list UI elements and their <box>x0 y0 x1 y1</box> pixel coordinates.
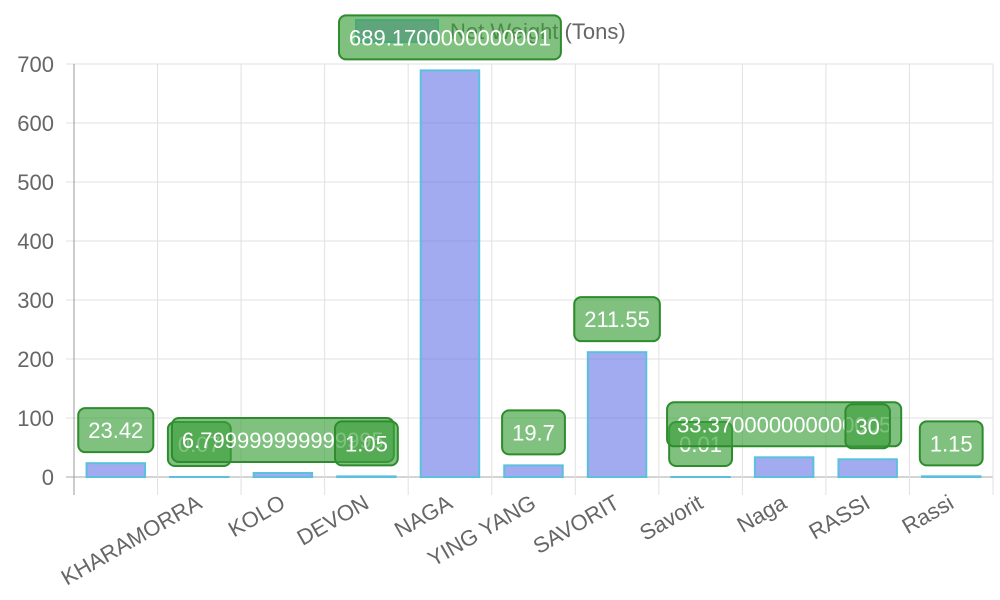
y-tick-label: 200 <box>17 347 54 372</box>
y-tick-label: 600 <box>17 111 54 136</box>
y-tick-label: 300 <box>17 288 54 313</box>
data-label-box <box>918 420 984 467</box>
x-tick-label: NAGA <box>390 490 457 543</box>
x-tick-label: Savorit <box>635 490 707 546</box>
data-label-box <box>844 403 891 450</box>
data-label: 30 <box>855 414 879 439</box>
bar <box>336 475 397 478</box>
data-label-box <box>333 420 399 467</box>
data-label: 1.15 <box>930 431 973 456</box>
y-tick-label: 400 <box>17 229 54 254</box>
y-tick-label: 700 <box>17 52 54 77</box>
bar <box>753 456 815 479</box>
data-label-box <box>338 14 562 61</box>
data-label-box <box>77 407 155 454</box>
x-tick-label: DEVON <box>293 490 373 551</box>
bar <box>85 462 147 478</box>
x-tick-label: KOLO <box>224 490 289 542</box>
data-label: 689.1700000000001 <box>349 25 551 50</box>
x-tick-label: KHARAMORRA <box>57 490 206 591</box>
data-label: 211.55 <box>584 307 650 332</box>
data-label: 23.42 <box>88 418 143 443</box>
data-label: 1.05 <box>345 431 388 456</box>
x-tick-label: SAVORIT <box>529 490 624 559</box>
y-tick-label: 500 <box>17 170 54 195</box>
bar <box>252 471 314 479</box>
x-tick-label: RASSI <box>804 490 874 545</box>
data-label-box <box>573 296 661 343</box>
data-label: 19.7 <box>512 420 555 445</box>
bar <box>920 475 982 479</box>
x-tick-label: Naga <box>733 489 792 537</box>
bar <box>837 458 898 478</box>
x-tick-label: Rassi <box>898 490 958 539</box>
y-tick-label: 0 <box>42 465 54 490</box>
bar <box>419 69 481 478</box>
data-label-box <box>666 401 903 448</box>
bar <box>586 351 648 478</box>
data-label-box <box>501 409 566 456</box>
y-tick-label: 100 <box>17 406 54 431</box>
bar <box>503 464 564 479</box>
